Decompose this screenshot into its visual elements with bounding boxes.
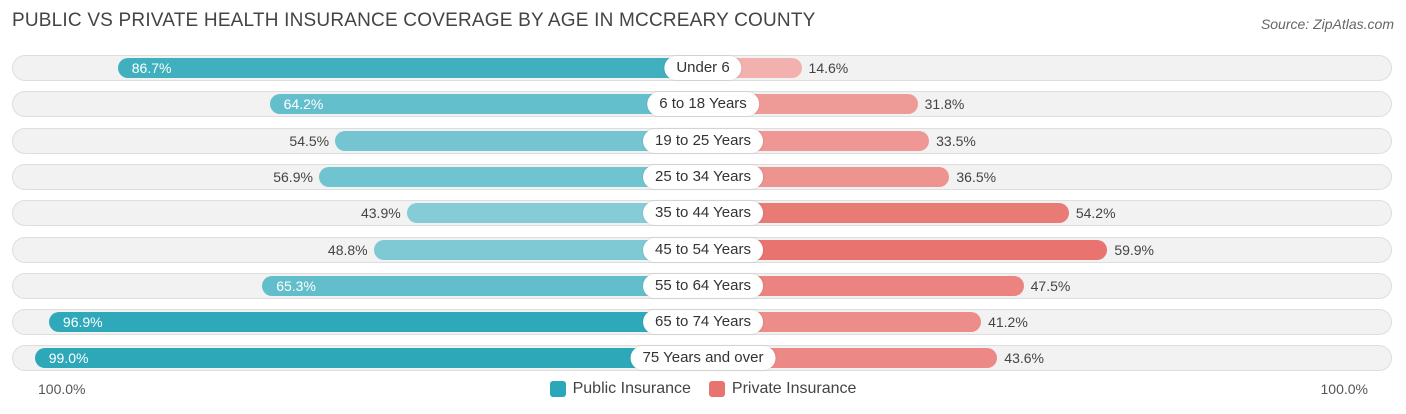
chart-source: Source: ZipAtlas.com (1260, 16, 1394, 32)
data-label-public: 65.3% (276, 277, 316, 294)
bar-public (406, 203, 703, 224)
category-label: 35 to 44 Years (643, 201, 763, 226)
bar-public (269, 94, 703, 115)
bar-private (703, 348, 998, 369)
category-label: Under 6 (664, 56, 742, 80)
data-label-private: 31.8% (924, 96, 965, 113)
bar-public (117, 58, 703, 78)
legend-label-public: Public Insurance (572, 380, 691, 397)
bar-public (335, 130, 703, 151)
category-label: 45 to 54 Years (643, 237, 763, 262)
data-label-public: 54.5% (289, 132, 330, 149)
category-label: 75 Years and over (630, 346, 776, 371)
data-label-public: 64.2% (283, 96, 324, 113)
data-label-private: 43.6% (1004, 350, 1044, 367)
chart-legend: Public Insurance Private Insurance (0, 380, 1406, 398)
bar-private (703, 275, 1024, 296)
legend-swatch-public (549, 381, 566, 397)
bar-private (703, 203, 1069, 224)
bar-public (48, 312, 703, 333)
category-label: 25 to 34 Years (643, 164, 763, 189)
data-label-public: 96.9% (62, 314, 103, 331)
category-label: 55 to 64 Years (643, 273, 763, 298)
data-label-public: 48.8% (327, 241, 368, 258)
bar-public (318, 166, 703, 187)
data-label-private: 59.9% (1114, 241, 1155, 258)
data-label-public: 56.9% (273, 168, 313, 185)
bar-private (703, 312, 982, 333)
category-label: 65 to 74 Years (643, 310, 763, 335)
data-label-public: 86.7% (131, 60, 172, 76)
legend-label-private: Private Insurance (731, 380, 857, 397)
data-label-public: 99.0% (48, 350, 89, 367)
bar-public (262, 275, 703, 296)
data-label-private: 54.2% (1075, 205, 1116, 222)
chart-title: PUBLIC VS PRIVATE HEALTH INSURANCE COVER… (12, 10, 816, 31)
bar-public (34, 348, 703, 369)
bar-private (703, 239, 1108, 260)
legend-item-public: Public Insurance (549, 380, 691, 398)
data-label-private: 47.5% (1030, 277, 1071, 294)
category-label: 6 to 18 Years (647, 92, 759, 117)
bar-private (703, 166, 950, 187)
axis-right-label: 100.0% (1320, 381, 1368, 397)
data-label-private: 33.5% (936, 132, 976, 149)
legend-item-private: Private Insurance (708, 380, 857, 398)
bar-public (373, 239, 703, 260)
data-label-private: 14.6% (808, 60, 849, 76)
axis-left-label: 100.0% (38, 381, 86, 397)
legend-swatch-private (708, 381, 725, 397)
data-label-public: 43.9% (360, 205, 401, 222)
data-label-private: 41.2% (988, 314, 1028, 331)
data-label-private: 36.5% (956, 168, 997, 185)
category-label: 19 to 25 Years (643, 128, 763, 153)
